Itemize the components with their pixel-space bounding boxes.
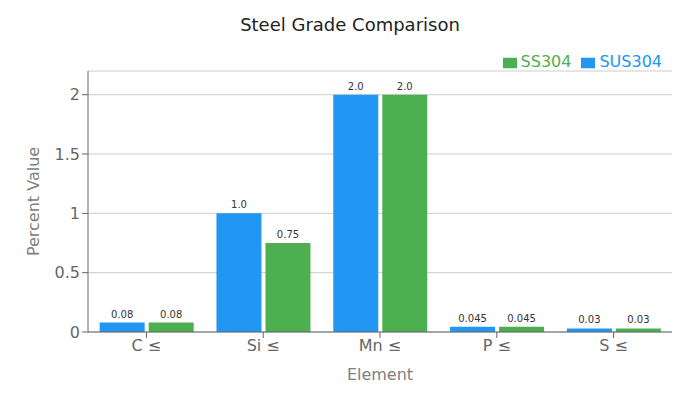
svg-text:2.0: 2.0	[397, 81, 413, 92]
svg-text:2: 2	[70, 85, 80, 104]
svg-text:1.0: 1.0	[231, 199, 247, 210]
svg-text:0: 0	[70, 323, 80, 342]
html-text:Steel Grade Comparison: Steel Grade Comparison	[240, 14, 460, 35]
html-text:SS304: SS304	[520, 52, 572, 71]
svg-text:Si ≤: Si ≤	[247, 336, 280, 355]
html-text:SUS304: SUS304	[599, 52, 662, 71]
svg-text:0.03: 0.03	[627, 314, 649, 325]
svg-text:0.08: 0.08	[160, 309, 182, 320]
svg-text:C ≤: C ≤	[132, 336, 162, 355]
svg-text:1.5: 1.5	[55, 145, 80, 164]
svg-text:0.045: 0.045	[507, 313, 536, 324]
svg-text:0.045: 0.045	[458, 313, 487, 324]
svg-text:0.08: 0.08	[111, 309, 133, 320]
svg-text:0.75: 0.75	[277, 229, 299, 240]
svg-text:Element: Element	[347, 365, 413, 384]
svg-text:0.5: 0.5	[55, 263, 80, 282]
svg-text:2.0: 2.0	[348, 81, 364, 92]
svg-text:Mn ≤: Mn ≤	[359, 336, 401, 355]
svg-text:1: 1	[70, 204, 80, 223]
svg-text:0.03: 0.03	[578, 314, 600, 325]
svg-text:Percent Value: Percent Value	[24, 147, 43, 256]
svg-text:P ≤: P ≤	[483, 336, 511, 355]
svg-text:S ≤: S ≤	[599, 336, 628, 355]
